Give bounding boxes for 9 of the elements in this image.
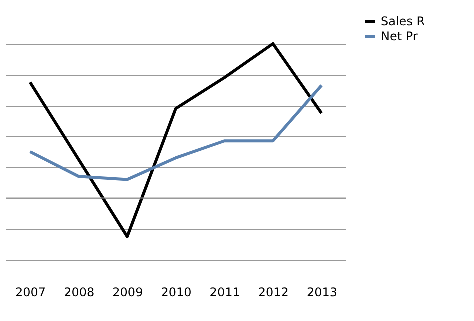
legend-label: Sales R bbox=[381, 14, 426, 28]
legend-label: Net Pr bbox=[381, 30, 418, 44]
x-tick-label: 2007 bbox=[16, 286, 46, 300]
x-tick-label: 2010 bbox=[161, 286, 192, 300]
x-tick-label: 2009 bbox=[112, 286, 144, 300]
x-tick-label: 2012 bbox=[258, 286, 289, 300]
x-tick-label: 2013 bbox=[306, 286, 338, 300]
x-tick-label: 2011 bbox=[210, 286, 240, 300]
x-tick-label: 2008 bbox=[64, 286, 95, 300]
